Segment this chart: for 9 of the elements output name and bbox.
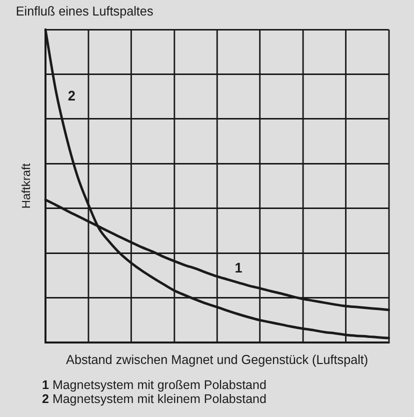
y-axis-title: Haftkraft <box>19 162 33 209</box>
text: Magnetsystem mit kleinem Polabstand <box>52 392 266 406</box>
series-label: 1 <box>234 260 243 276</box>
series-label: 2 <box>68 88 76 104</box>
text: Magnetsystem mit großem Polabstand <box>52 378 266 392</box>
x-axis-title: Abstand zwischen Magnet und Gegenstück (Luftspalt) <box>66 352 368 367</box>
text: 2 <box>42 392 49 406</box>
chart-title: Einfluß eines Luftspaltes <box>16 3 154 18</box>
text: 1 <box>42 378 49 392</box>
